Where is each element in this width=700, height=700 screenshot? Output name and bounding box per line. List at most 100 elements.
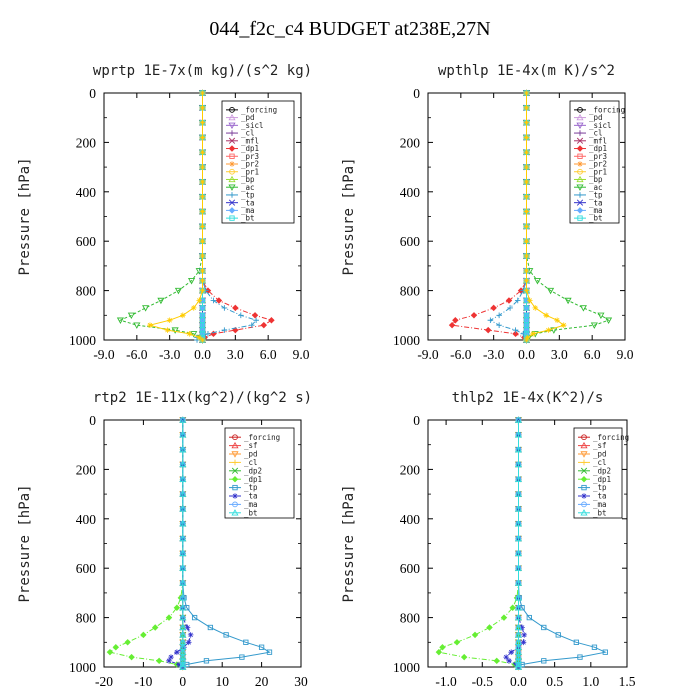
legend-label: _dp2 xyxy=(244,466,262,475)
legend-marker xyxy=(580,451,588,458)
legend-marker xyxy=(580,509,588,516)
data-point xyxy=(179,431,187,438)
legend-label: _pd xyxy=(593,450,607,459)
data-point xyxy=(179,564,187,571)
data-point xyxy=(514,613,523,621)
legend-label: _ta xyxy=(589,198,603,207)
legend-marker xyxy=(229,215,235,221)
legend-label: _forcing xyxy=(593,433,629,442)
legend-label: _dp1 xyxy=(244,475,262,484)
data-point xyxy=(179,549,187,557)
data-point xyxy=(505,297,513,304)
x-tick-label: 3.0 xyxy=(551,347,568,362)
data-point xyxy=(545,327,552,333)
x-tick-label: 10 xyxy=(215,674,229,689)
data-point xyxy=(179,579,187,586)
data-point xyxy=(164,327,171,333)
data-point xyxy=(190,305,197,311)
data-point xyxy=(435,648,443,656)
data-point xyxy=(507,305,513,311)
x-tick-label: -3.0 xyxy=(159,347,181,362)
legend-label: _tp xyxy=(244,483,258,492)
y-tick-label: 600 xyxy=(400,234,421,249)
legend-marker xyxy=(577,107,583,113)
x-tick-label: -6.0 xyxy=(450,347,472,362)
data-point xyxy=(207,624,214,631)
data-point xyxy=(523,105,530,111)
data-point xyxy=(176,661,182,668)
chart-panel-4: thlp2 1E-4x(K^2)/s Pressure [hPa] 0 200 400 6… xyxy=(341,390,636,689)
data-point xyxy=(496,312,502,319)
data-point xyxy=(523,337,530,343)
data-point xyxy=(554,317,560,324)
legend-label: _sf xyxy=(244,441,258,450)
legend-marker xyxy=(228,184,236,191)
data-point xyxy=(460,653,468,661)
data-point xyxy=(199,105,206,111)
legend-label: _bt xyxy=(589,214,603,223)
data-point xyxy=(199,193,206,200)
y-tick-label: 400 xyxy=(76,185,97,200)
legend-marker xyxy=(577,215,583,221)
data-point xyxy=(127,312,135,320)
data-point xyxy=(514,631,523,638)
legend-label: _pr3 xyxy=(589,152,607,161)
data-point xyxy=(187,278,196,285)
data-point xyxy=(258,644,265,650)
legend-label: _bt xyxy=(593,508,607,517)
x-tick-label: -0.5 xyxy=(472,674,494,689)
legend-marker xyxy=(228,199,236,206)
legend-label: _ma xyxy=(589,206,603,215)
data-point xyxy=(221,305,228,311)
data-point xyxy=(508,649,515,655)
legend-marker xyxy=(231,441,239,449)
panel-title: wprtp 1E-7x(m kg)/(s^2 kg) xyxy=(93,63,312,79)
data-point xyxy=(199,331,206,337)
data-point xyxy=(512,327,519,333)
data-point xyxy=(203,658,210,664)
legend-marker xyxy=(577,192,583,198)
series-line-dp1 xyxy=(108,420,184,668)
legend-marker xyxy=(577,168,583,175)
series-group xyxy=(116,89,275,344)
y-tick-label: 800 xyxy=(76,611,97,626)
data-point xyxy=(514,534,523,542)
chart-panel-3: rtp2 1E-11x(kg^2)/(kg^2 s) Pressure [hPa]… xyxy=(17,390,312,689)
data-point xyxy=(523,253,530,259)
legend-label: _pd xyxy=(241,113,255,122)
legend-marker xyxy=(228,145,236,152)
data-point xyxy=(199,268,206,274)
data-point xyxy=(503,654,509,660)
data-point xyxy=(179,490,187,497)
legend-marker xyxy=(228,207,236,214)
legend-label: _bp xyxy=(589,175,603,184)
data-point xyxy=(199,90,206,96)
legend-label: _forcing xyxy=(241,105,277,114)
panel-title: rtp2 1E-11x(kg^2)/(kg^2 s) xyxy=(93,390,312,406)
legend-marker xyxy=(581,493,587,499)
data-point xyxy=(514,623,523,631)
x-tick-label: 9.0 xyxy=(293,347,310,362)
data-point xyxy=(523,179,530,185)
y-tick-label: 0 xyxy=(413,413,420,428)
data-point xyxy=(128,653,135,661)
data-point xyxy=(221,327,228,333)
x-tick-label: 3.0 xyxy=(227,347,244,362)
legend-label: _ta xyxy=(593,492,607,501)
data-point xyxy=(573,639,579,645)
data-point xyxy=(199,208,206,215)
legend-marker xyxy=(228,175,236,183)
data-point xyxy=(124,639,131,646)
legend-label: _pd xyxy=(589,113,603,122)
x-tick-label: -6.0 xyxy=(126,347,148,362)
data-point xyxy=(196,334,203,341)
data-point xyxy=(514,445,523,453)
data-point xyxy=(514,490,523,497)
legend-marker xyxy=(229,130,235,136)
data-point xyxy=(166,658,172,664)
legend: _forcing_pd_sicl_cl_mfl_dp1_pr3_pr2_pr1_… xyxy=(221,100,295,224)
data-point xyxy=(514,594,523,601)
legend-label: _pr3 xyxy=(241,152,259,161)
y-axis-label: Pressure [hPa] xyxy=(341,484,357,602)
